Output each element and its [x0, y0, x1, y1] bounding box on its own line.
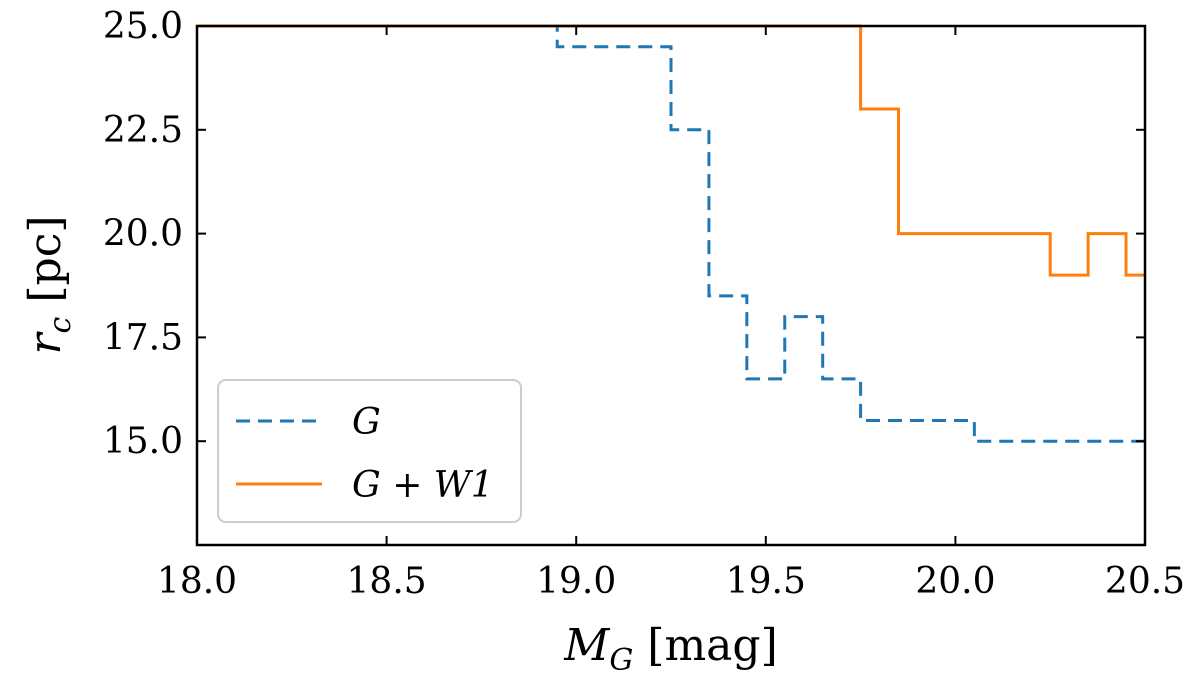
series-line-g [197, 24, 1145, 443]
x-tick-label: 18.5 [347, 561, 427, 602]
x-tick-label: 20.0 [915, 561, 995, 602]
legend-label-g: G [352, 402, 381, 443]
y-tick-label: 25.0 [103, 6, 183, 47]
svg-text:rc[pc]: rc [pc] [20, 216, 78, 355]
y-axis-title: rc [pc] [20, 216, 78, 355]
x-tick-label: 19.0 [536, 561, 616, 602]
plot-area: 18.0 18.5 19.0 19.5 20.0 20.5 15.0 17.5 20.0 22.5… [103, 6, 1185, 602]
x-axis-title-sub: G [609, 643, 633, 678]
legend: G G + W1 [217, 379, 522, 523]
y-tick-label: 15.0 [103, 421, 183, 462]
legend-label-g-plus-w1: G + W1 [352, 465, 494, 506]
x-tick-label: 20.5 [1105, 561, 1185, 602]
y-axis-title-sub: c [43, 316, 78, 333]
series-layer [197, 24, 1145, 443]
legend-box [217, 379, 522, 523]
plot-frame [195, 24, 1147, 547]
y-tick-label: 22.5 [103, 110, 183, 151]
x-tick-label: 19.5 [726, 561, 806, 602]
y-axis-title-main: r [20, 331, 71, 355]
series-line-g-plus-w1 [197, 24, 1145, 277]
x-axis-title-main: M [563, 620, 610, 671]
x-tick-label: 18.0 [157, 561, 237, 602]
tick-layer: 18.0 18.5 19.0 19.5 20.0 20.5 15.0 17.5 20.0 22.5… [103, 6, 1185, 602]
y-tick-label: 17.5 [103, 317, 183, 358]
x-axis-title: MG [mag] [563, 620, 777, 678]
svg-text:MG[mag]: MG [mag] [563, 620, 777, 678]
x-axis-title-unit: [mag] [647, 620, 777, 671]
y-tick-label: 20.0 [103, 214, 183, 255]
y-axis-title-unit: [pc] [20, 216, 71, 303]
